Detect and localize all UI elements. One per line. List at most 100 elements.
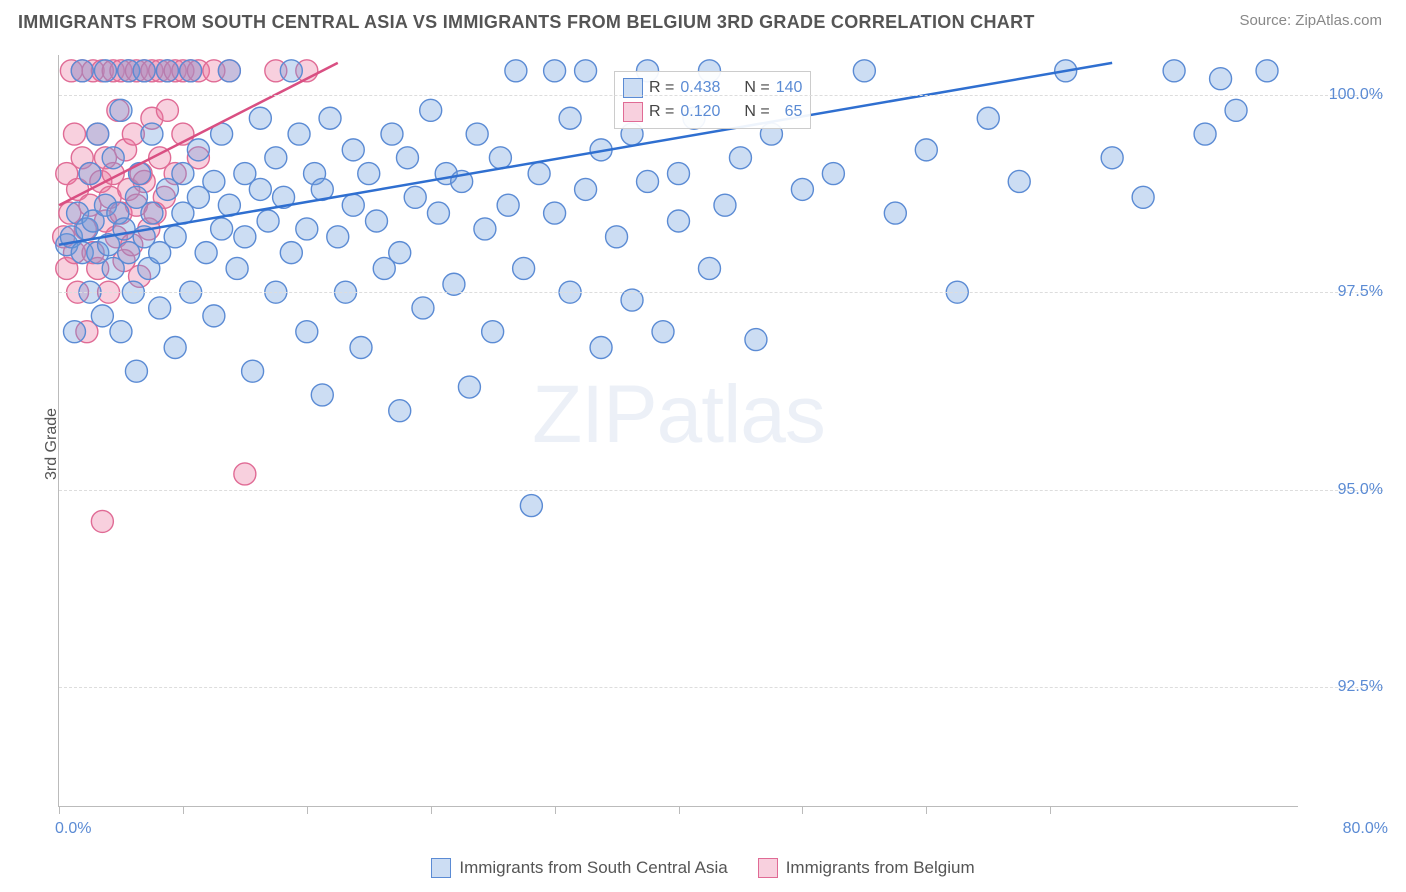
data-point xyxy=(63,123,85,145)
data-point xyxy=(389,400,411,422)
data-point xyxy=(365,210,387,232)
data-point xyxy=(474,218,496,240)
data-point xyxy=(1256,60,1278,82)
data-point xyxy=(505,60,527,82)
data-point xyxy=(791,178,813,200)
x-tick xyxy=(431,806,432,814)
data-point xyxy=(822,163,844,185)
data-point xyxy=(234,463,256,485)
data-point xyxy=(853,60,875,82)
data-point xyxy=(427,202,449,224)
data-point xyxy=(590,336,612,358)
plot-region: ZIPatlas R =0.438N =140R =0.120N = 65 0.… xyxy=(58,55,1298,807)
data-point xyxy=(544,202,566,224)
data-point xyxy=(156,60,178,82)
data-point xyxy=(79,163,101,185)
data-point xyxy=(71,60,93,82)
data-point xyxy=(575,60,597,82)
data-point xyxy=(482,321,504,343)
stats-legend-row: R =0.120N = 65 xyxy=(623,100,802,124)
data-point xyxy=(102,147,124,169)
data-point xyxy=(420,99,442,121)
data-point xyxy=(358,163,380,185)
plot-svg xyxy=(59,55,1298,806)
data-point xyxy=(249,178,271,200)
data-point xyxy=(528,163,550,185)
chart-title: IMMIGRANTS FROM SOUTH CENTRAL ASIA VS IM… xyxy=(18,12,1035,33)
data-point xyxy=(714,194,736,216)
data-point xyxy=(1132,186,1154,208)
data-point xyxy=(110,99,132,121)
x-tick xyxy=(679,806,680,814)
bottom-legend-item: Immigrants from South Central Asia xyxy=(431,858,727,878)
data-point xyxy=(544,60,566,82)
data-point xyxy=(195,242,217,264)
data-point xyxy=(698,257,720,279)
data-point xyxy=(458,376,480,398)
data-point xyxy=(652,321,674,343)
chart-area: 3rd Grade ZIPatlas R =0.438N =140R =0.12… xyxy=(18,45,1388,842)
data-point xyxy=(389,242,411,264)
data-point xyxy=(296,218,318,240)
data-point xyxy=(412,297,434,319)
data-point xyxy=(94,60,116,82)
swatch-series-b xyxy=(623,102,643,122)
data-point xyxy=(187,139,209,161)
data-point xyxy=(257,210,279,232)
data-point xyxy=(977,107,999,129)
x-axis-max-label: 80.0% xyxy=(1343,820,1388,838)
gridline xyxy=(59,490,1383,491)
data-point xyxy=(489,147,511,169)
x-tick xyxy=(183,806,184,814)
x-tick xyxy=(802,806,803,814)
data-point xyxy=(513,257,535,279)
data-point xyxy=(280,242,302,264)
data-point xyxy=(226,257,248,279)
data-point xyxy=(606,226,628,248)
data-point xyxy=(668,210,690,232)
stats-legend-box: R =0.438N =140R =0.120N = 65 xyxy=(614,71,811,129)
data-point xyxy=(242,360,264,382)
data-point xyxy=(113,218,135,240)
data-point xyxy=(280,60,302,82)
legend-label: Immigrants from Belgium xyxy=(786,858,975,878)
data-point xyxy=(180,60,202,82)
data-point xyxy=(133,60,155,82)
data-point xyxy=(288,123,310,145)
bottom-legend-item: Immigrants from Belgium xyxy=(758,858,975,878)
data-point xyxy=(203,305,225,327)
swatch-series-b xyxy=(758,858,778,878)
data-point xyxy=(141,123,163,145)
data-point xyxy=(1101,147,1123,169)
data-point xyxy=(249,107,271,129)
data-point xyxy=(1008,170,1030,192)
data-point xyxy=(91,510,113,532)
legend-label: Immigrants from South Central Asia xyxy=(459,858,727,878)
x-tick xyxy=(926,806,927,814)
data-point xyxy=(172,163,194,185)
data-point xyxy=(559,107,581,129)
data-point xyxy=(164,336,186,358)
y-tick-label: 92.5% xyxy=(1303,678,1383,696)
y-tick-label: 95.0% xyxy=(1303,481,1383,499)
x-tick xyxy=(307,806,308,814)
data-point xyxy=(637,170,659,192)
data-point xyxy=(1225,99,1247,121)
data-point xyxy=(203,170,225,192)
data-point xyxy=(87,123,109,145)
data-point xyxy=(915,139,937,161)
data-point xyxy=(164,226,186,248)
data-point xyxy=(91,305,113,327)
x-tick xyxy=(555,806,556,814)
data-point xyxy=(327,226,349,248)
data-point xyxy=(396,147,418,169)
data-point xyxy=(729,147,751,169)
data-point xyxy=(125,360,147,382)
y-tick-label: 97.5% xyxy=(1303,283,1383,301)
data-point xyxy=(404,186,426,208)
gridline xyxy=(59,687,1383,688)
data-point xyxy=(745,329,767,351)
data-point xyxy=(466,123,488,145)
data-point xyxy=(129,163,151,185)
data-point xyxy=(141,202,163,224)
